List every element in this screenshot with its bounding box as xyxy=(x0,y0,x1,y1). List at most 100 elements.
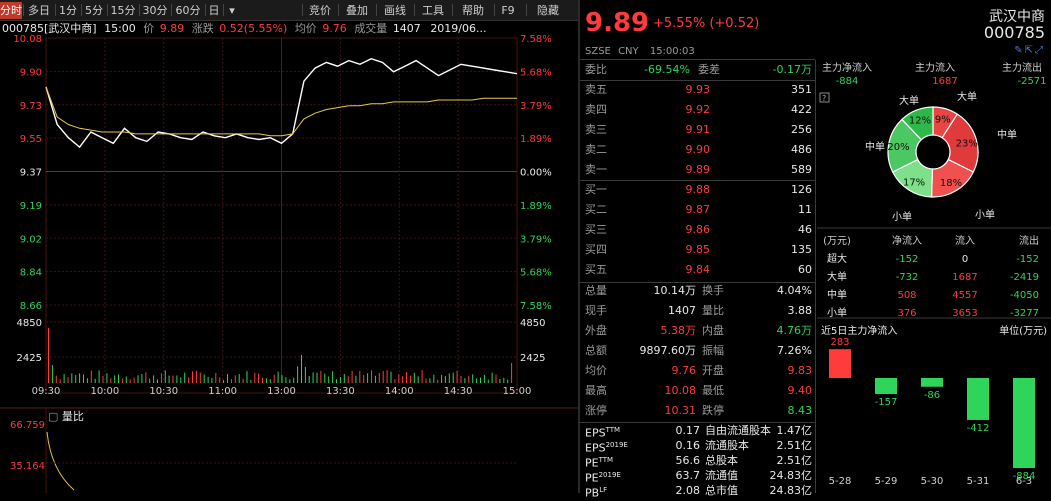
y-right-tick: 5.68% xyxy=(520,67,552,78)
bid-volume: 46 xyxy=(798,223,812,236)
x-tick: 13:00 xyxy=(267,386,296,397)
stat-row: 最高 10.08 最低 9.40 xyxy=(580,381,815,401)
volume-bar xyxy=(495,374,497,383)
five-day-value: -884 xyxy=(1013,471,1036,482)
volume-bar xyxy=(129,379,131,383)
toolbar-tab-1[interactable]: 多日 xyxy=(28,4,50,17)
pie-pct: 12% xyxy=(909,116,931,127)
ask-volume: 351 xyxy=(791,83,812,96)
bid-price: 9.84 xyxy=(685,263,711,276)
volume-bar xyxy=(203,374,205,383)
panel-divider[interactable] xyxy=(578,0,580,493)
capital-value: 1687 xyxy=(932,76,957,87)
volume-bar xyxy=(487,379,489,383)
y-right-tick: 3.79% xyxy=(520,234,552,245)
volume-bar xyxy=(277,371,279,383)
volume-bar xyxy=(491,372,493,383)
link-icon[interactable]: ⇱ xyxy=(1024,45,1035,56)
fin-value2: 24.83亿 xyxy=(769,484,813,497)
stat-row: 现手 1407 量比 3.88 xyxy=(580,301,815,321)
toolbar-tab-5[interactable]: 30分 xyxy=(142,4,168,17)
ask-row: 卖四 9.92 422 xyxy=(580,100,815,120)
y-left-tick: 9.19 xyxy=(20,201,42,212)
volume-bar xyxy=(417,376,419,383)
edit-icon[interactable]: ✎ xyxy=(1014,45,1025,56)
toolbar-action-1[interactable]: 叠加 xyxy=(346,4,368,17)
volume-label: 成交量 xyxy=(354,22,388,35)
toolbar-tab-3[interactable]: 5分 xyxy=(85,4,103,17)
x-tick: 14:30 xyxy=(444,386,473,397)
fin-label2: 自由流通股本 xyxy=(705,424,771,437)
ask-row: 卖五 9.93 351 xyxy=(580,80,815,100)
capital-value: -884 xyxy=(836,76,859,87)
volume-bar xyxy=(406,372,407,383)
volume-bar xyxy=(219,377,221,383)
stat-value: 3.88 xyxy=(787,304,813,317)
stat-label: 涨停 xyxy=(585,404,607,417)
toolbar-tab-6[interactable]: 60分 xyxy=(175,4,201,17)
help-icon: ? xyxy=(822,94,826,103)
volume-bar xyxy=(297,366,299,383)
volume-bar xyxy=(304,366,306,383)
pie-pct: 20% xyxy=(887,142,909,153)
bid-price: 9.86 xyxy=(685,223,711,236)
volume-bar xyxy=(476,378,478,383)
volume-bar xyxy=(289,379,291,383)
volume-bar xyxy=(137,375,139,383)
ask-price: 9.92 xyxy=(685,103,711,116)
expand-icon[interactable]: ⤢ xyxy=(1035,45,1045,56)
toolbar-tab-2[interactable]: 1分 xyxy=(59,4,77,17)
five-day-date: 5-28 xyxy=(829,476,852,487)
fin-value: 63.7 xyxy=(675,469,701,482)
flow-row-in: 1687 xyxy=(952,272,977,283)
flow-row-in: 4557 xyxy=(952,290,977,301)
toolbar-action-2[interactable]: 画线 xyxy=(384,4,406,17)
toolbar-dropdown-icon[interactable]: ▾ xyxy=(229,4,235,17)
five-day-unit: 单位(万元) xyxy=(999,324,1047,337)
volume-bar xyxy=(199,372,201,383)
volume-bar xyxy=(157,379,158,383)
pie-pct: 9% xyxy=(935,114,951,125)
ratio-line xyxy=(46,431,75,491)
volume-bar xyxy=(301,355,302,383)
bid-row: 买三 9.86 46 xyxy=(580,220,815,240)
volume-bar xyxy=(448,373,450,383)
stat-value: 4.76万 xyxy=(776,324,813,337)
volume-bar xyxy=(425,378,427,383)
fin-value2: 2.51亿 xyxy=(776,439,813,452)
toolbar-action-0[interactable]: 竞价 xyxy=(309,4,331,17)
ratio-label: 量比 xyxy=(61,410,84,423)
volume-bar xyxy=(195,370,197,383)
fin-label2: 流通值 xyxy=(705,469,738,482)
bid-volume: 60 xyxy=(798,263,812,276)
x-tick: 15:00 xyxy=(503,386,532,397)
flow-row-net: -732 xyxy=(896,272,919,283)
volume-bar xyxy=(316,372,318,383)
bid-row: 买一 9.88 126 xyxy=(580,180,815,200)
toolbar-tab-4[interactable]: 15分 xyxy=(110,4,136,17)
toolbar-action-6[interactable]: 隐藏 xyxy=(537,4,559,17)
toolbar-tab-0[interactable]: 分时 xyxy=(0,2,22,19)
stat-value: 4.04% xyxy=(777,284,812,297)
weibi-value: -69.54% xyxy=(644,63,690,76)
ask-row: 卖三 9.91 256 xyxy=(580,120,815,140)
toolbar-action-4[interactable]: 帮助 xyxy=(462,4,484,17)
bid-row: 买四 9.85 135 xyxy=(580,240,815,260)
stat-label: 换手 xyxy=(702,284,724,297)
ratio-checkbox-icon[interactable]: ▢ xyxy=(48,410,59,423)
volume-bar xyxy=(153,375,155,383)
volume-bar xyxy=(351,370,353,383)
pie-pct: 17% xyxy=(903,177,925,188)
toolbar-action-3[interactable]: 工具 xyxy=(422,4,444,17)
ask-price: 9.93 xyxy=(685,83,711,96)
intraday-chart[interactable]: 10.08 7.58% 9.90 5.68% 9.73 3.79% 9.55 1.89% 9.3… xyxy=(0,20,578,493)
toolbar-tab-7[interactable]: 日 xyxy=(208,4,220,17)
fin-row: EPSTTM 0.17 自由流通股本 1.47亿 xyxy=(580,423,815,440)
fin-value: 56.6 xyxy=(675,454,701,467)
fin-label: EPS2019E xyxy=(585,441,628,455)
toolbar-action-5[interactable]: F9 xyxy=(501,4,515,17)
y-right-tick: 1.89% xyxy=(520,201,552,212)
quote-change: +5.55% (+0.52) xyxy=(653,16,759,31)
pie-label: 小单 xyxy=(892,211,912,223)
ask-volume: 256 xyxy=(791,123,812,136)
